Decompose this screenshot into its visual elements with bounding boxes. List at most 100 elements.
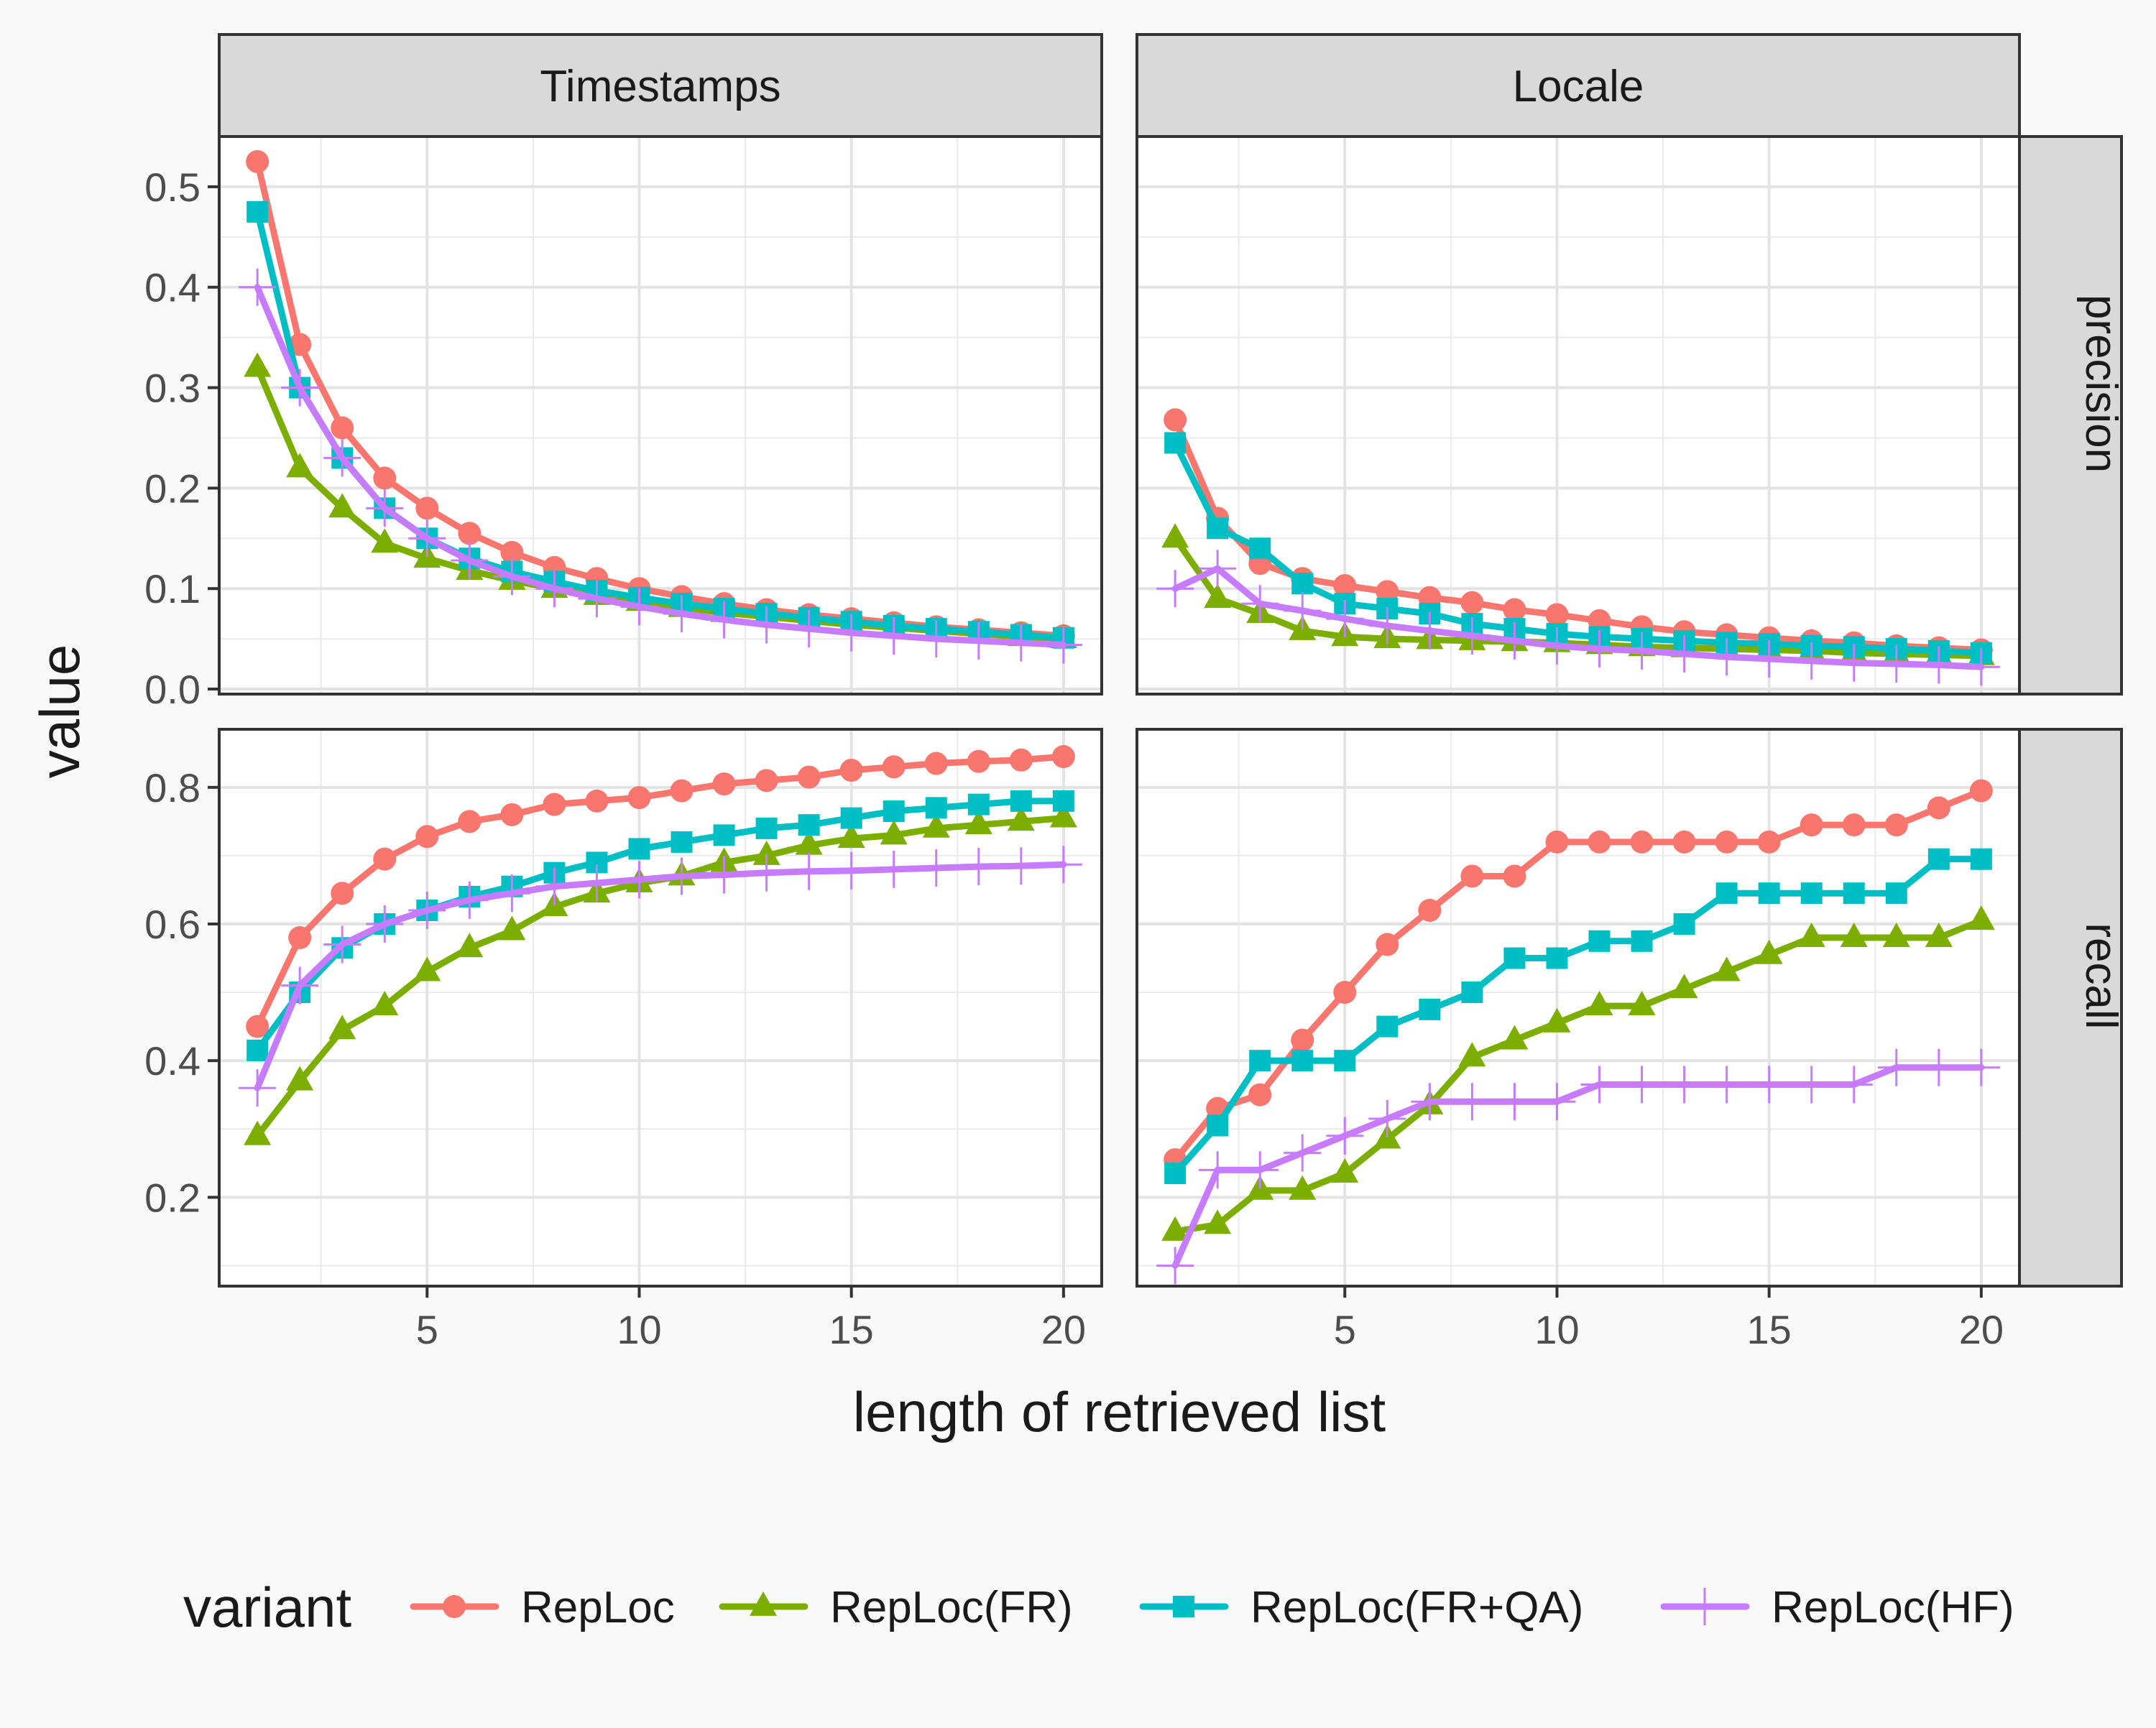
data-point [247,1039,269,1061]
data-point [967,749,990,773]
data-point [1835,1066,1873,1104]
data-point [1207,1114,1229,1137]
data-point [1453,1083,1491,1121]
data-point [1002,624,1040,662]
data-point [543,793,566,816]
x-tick-label: 20 [1959,1307,2004,1352]
x-tick-label: 15 [829,1307,874,1352]
data-point [1843,882,1865,905]
data-point [750,1591,777,1616]
facet-strip-label: Timestamps [540,62,780,111]
data-point [922,813,950,838]
data-point [1207,517,1229,540]
data-point [451,542,489,580]
data-point [500,540,524,564]
data-point [959,848,998,886]
data-point [1588,930,1611,952]
data-point [328,1015,356,1040]
data-point [1161,1216,1189,1241]
data-point [1199,1151,1237,1189]
data-point [1967,905,1995,930]
data-point [493,874,531,912]
panel-timestamps-precision [239,149,1082,664]
data-point [1173,1596,1194,1617]
data-point [288,926,312,950]
data-point [246,149,270,173]
data-point [798,814,820,836]
data-point [578,864,616,902]
data-point [1920,646,1958,684]
data-point [713,824,735,846]
data-point [1842,813,1866,837]
data-point [1792,1066,1830,1104]
data-point [458,810,482,833]
y-axis-title: value [28,644,91,778]
data-point [1249,1050,1271,1072]
data-point [1326,600,1364,638]
data-point [663,857,701,895]
data-point [1758,882,1780,905]
data-point [415,496,439,520]
data-point [1368,1100,1406,1138]
data-point [790,852,828,890]
data-point [1331,1158,1359,1183]
data-point [1631,930,1653,952]
data-point [1009,748,1033,772]
data-point [1496,1083,1534,1121]
y-tick-label: 0.2 [144,1175,201,1220]
data-point [1884,813,1908,837]
data-point [373,466,397,490]
data-point [1538,1083,1576,1121]
data-point [1800,882,1823,905]
data-point [1164,408,1187,432]
data-point [1326,1117,1364,1155]
data-point [917,620,955,658]
data-point [1496,622,1534,660]
data-point [1204,1209,1232,1234]
legend-item-reploc-fr-qa- [1139,1596,1229,1617]
data-point [1376,580,1399,604]
data-point [1750,640,1788,678]
data-point [1164,432,1187,454]
panel-background [219,729,1102,1286]
data-point [1460,591,1484,614]
data-point [373,847,397,871]
data-point [1882,922,1910,947]
data-point [247,200,269,223]
data-point [1411,1083,1449,1121]
data-point [832,851,870,890]
data-point [415,825,439,849]
data-point [1418,898,1442,922]
y-tick-label: 0.3 [144,366,201,411]
y-tick-label: 0.4 [144,265,201,310]
data-point [747,854,786,892]
y-tick-label: 0.0 [144,667,201,712]
data-point [1007,806,1035,831]
data-point [371,991,399,1016]
data-point [1792,642,1830,680]
panel-timestamps-recall [239,745,1082,1145]
data-point [917,849,955,887]
data-point [705,856,743,894]
x-tick-label: 5 [416,1307,438,1352]
data-point [832,614,870,652]
data-point [1623,1066,1661,1104]
y-tick-label: 0.2 [144,466,201,511]
data-point [1289,1175,1317,1200]
data-point [1044,626,1082,664]
data-point [244,1120,272,1145]
panel-background [1137,729,2019,1286]
data-point [535,867,573,905]
data-point [875,616,913,655]
data-point [246,1015,270,1038]
data-point [1333,573,1357,597]
x-tick-label: 10 [617,1307,661,1352]
y-tick-label: 0.1 [144,566,201,611]
data-point [239,1069,277,1107]
data-point [620,588,658,626]
data-point [671,831,693,853]
data-point [663,595,701,633]
data-point [1543,1007,1571,1032]
data-point [1333,981,1357,1004]
